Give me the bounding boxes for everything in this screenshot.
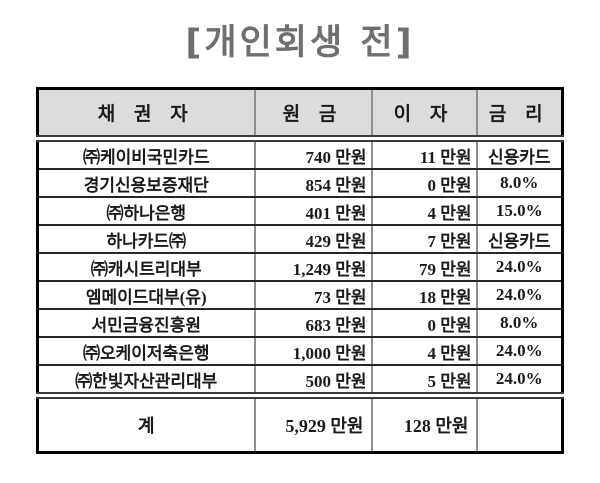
rate-cell: 8.0%: [475, 309, 563, 338]
total-label-cell: 계: [37, 392, 255, 453]
principal-cell: 683 만원: [253, 309, 372, 338]
interest-cell: 79 만원: [370, 253, 477, 282]
header-interest: 이 자: [370, 88, 477, 142]
table-row: 경기신용보증재단 854 만원 0 만원 8.0%: [37, 169, 563, 198]
debt-table: 채 권 자 원 금 이 자 금 리 ㈜케이비국민카드 740 만원 11 만원 …: [36, 87, 564, 454]
header-rate: 금 리: [475, 88, 563, 142]
table-row: 서민금융진흥원 683 만원 0 만원 8.0%: [37, 309, 563, 338]
rate-cell: 8.0%: [475, 169, 563, 198]
interest-cell: 4 만원: [370, 337, 477, 366]
total-interest-cell: 128 만원: [370, 392, 477, 453]
interest-cell: 11 만원: [370, 138, 477, 170]
principal-cell: 1,249 만원: [253, 253, 372, 282]
interest-cell: 0 만원: [370, 169, 477, 198]
rate-cell: 신용카드: [475, 225, 563, 254]
table-row: ㈜오케이저축은행 1,000 만원 4 만원 24.0%: [37, 337, 563, 366]
creditor-cell: ㈜하나은행: [37, 197, 255, 226]
principal-cell: 740 만원: [253, 138, 372, 170]
rate-cell: 24.0%: [475, 253, 563, 282]
document-title: [개인회생 전]: [185, 23, 415, 63]
principal-cell: 1,000 만원: [253, 337, 372, 366]
principal-cell: 854 만원: [253, 169, 372, 198]
creditor-cell: 경기신용보증재단: [37, 169, 255, 198]
header-principal: 원 금: [253, 88, 372, 142]
creditor-cell: ㈜한빛자산관리대부: [75, 371, 218, 391]
interest-cell: 18 만원: [370, 281, 477, 310]
table-footer: 계 5,929 만원 128 만원: [37, 392, 563, 453]
table-row: 엠메이드대부(유) 73 만원 18 만원 24.0%: [37, 281, 563, 310]
header-creditor: 채 권 자: [37, 88, 255, 142]
header-row: 채 권 자 원 금 이 자 금 리: [37, 88, 563, 142]
creditor-cell: 서민금융진흥원: [37, 309, 255, 338]
creditor-cell: ㈜오케이저축은행: [37, 337, 255, 366]
creditor-cell: ㈜케이비국민카드: [37, 138, 255, 170]
creditor-cell: ㈜캐시트리대부: [37, 253, 255, 282]
rate-cell: 15.0%: [475, 197, 563, 226]
table-body: ㈜케이비국민카드 740 만원 11 만원 신용카드 경기신용보증재단 854 …: [37, 138, 563, 396]
rate-cell: 24.0%: [475, 365, 563, 396]
principal-cell: 429 만원: [253, 225, 372, 254]
table-row: ㈜케이비국민카드 740 만원 11 만원 신용카드: [37, 138, 563, 170]
creditor-cell: 엠메이드대부(유): [37, 281, 255, 310]
total-principal-cell: 5,929 만원: [253, 392, 372, 453]
creditor-cell: 하나카드㈜: [37, 225, 255, 254]
rate-cell: 24.0%: [475, 281, 563, 310]
interest-cell: 5 만원: [370, 365, 477, 396]
principal-cell: 500 만원: [253, 365, 372, 396]
table-header: 채 권 자 원 금 이 자 금 리: [37, 88, 563, 142]
total-row: 계 5,929 만원 128 만원: [37, 392, 563, 453]
table-row: ㈜캐시트리대부 1,249 만원 79 만원 24.0%: [37, 253, 563, 282]
principal-cell: 73 만원: [253, 281, 372, 310]
principal-cell: 401 만원: [253, 197, 372, 226]
total-rate-cell: [475, 392, 563, 453]
table-row: ㈜하나은행 401 만원 4 만원 15.0%: [37, 197, 563, 226]
interest-cell: 0 만원: [370, 309, 477, 338]
interest-cell: 4 만원: [370, 197, 477, 226]
table-row: ㈜한빛자산관리대부 500 만원 5 만원 24.0%: [38, 365, 563, 396]
interest-cell: 7 만원: [370, 225, 477, 254]
rate-cell: 24.0%: [475, 337, 563, 366]
rate-cell: 신용카드: [475, 138, 563, 170]
table-row: 하나카드㈜ 429 만원 7 만원 신용카드: [37, 225, 563, 254]
